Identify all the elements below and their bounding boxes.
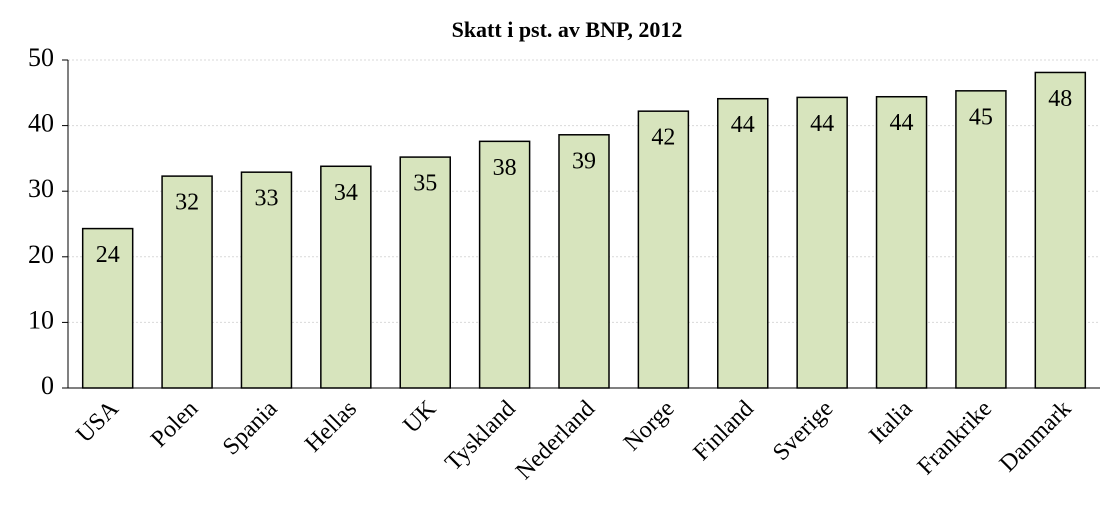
data-label: 42	[651, 125, 675, 151]
data-label: 45	[969, 104, 993, 130]
data-label: 44	[890, 110, 914, 136]
bar	[796, 96, 848, 389]
y-tick-label: 30	[28, 174, 54, 203]
x-tick-label: Nederland	[511, 396, 600, 485]
x-tick-label: Polen	[146, 396, 203, 453]
x-tick-label: Finland	[689, 396, 759, 466]
bar	[955, 90, 1007, 389]
x-tick-label: Frankrike	[913, 396, 997, 480]
bar	[717, 97, 769, 389]
data-label: 39	[572, 148, 596, 174]
bar	[81, 227, 134, 389]
chart-title: Skatt i pst. av BNP, 2012	[452, 17, 683, 42]
data-label: 24	[96, 242, 120, 268]
bar	[558, 134, 610, 389]
bar	[240, 171, 293, 389]
bar	[161, 175, 213, 389]
x-tick-label: Danmark	[995, 396, 1077, 478]
x-tick-label: Tyskland	[440, 396, 520, 476]
y-tick-label: 20	[28, 240, 54, 269]
data-label: 32	[175, 190, 199, 216]
x-tick-label: Norge	[619, 396, 680, 457]
data-label: 48	[1048, 86, 1072, 112]
y-tick-label: 50	[28, 43, 54, 72]
bar	[875, 95, 928, 389]
data-label: 44	[731, 112, 755, 138]
data-label: 44	[810, 111, 834, 137]
x-tick-label: Hellas	[300, 396, 362, 458]
x-tick-label: UK	[398, 395, 441, 438]
x-tick-label: Sverige	[768, 396, 838, 466]
y-tick-label: 40	[28, 109, 54, 138]
y-tick-label: 10	[28, 305, 54, 334]
x-tick-label: USA	[71, 395, 124, 448]
bar	[637, 110, 690, 389]
data-label: 35	[413, 171, 437, 197]
bar	[1034, 71, 1087, 389]
x-tick-label: Spania	[218, 396, 283, 461]
data-label: 38	[493, 155, 517, 181]
data-label: 34	[334, 180, 358, 206]
bar	[320, 165, 372, 389]
x-tick-label: Italia	[864, 396, 918, 450]
y-tick-label: 0	[41, 371, 54, 400]
data-label: 33	[254, 186, 278, 212]
